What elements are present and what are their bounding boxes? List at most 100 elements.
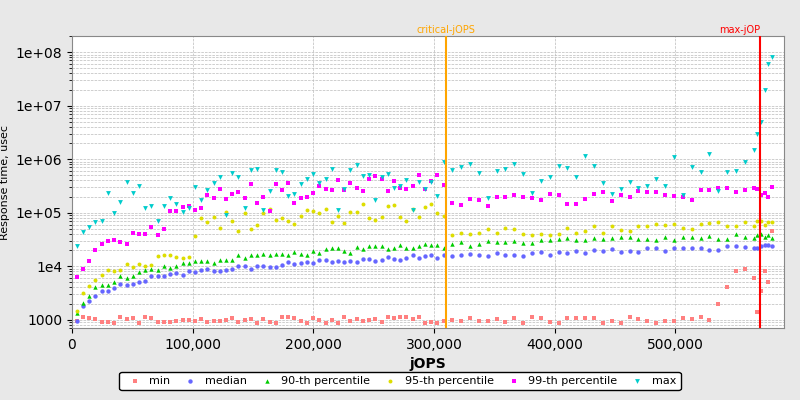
95-th percentile xyxy=(508,225,521,232)
99-th percentile xyxy=(394,185,406,192)
95-th percentile xyxy=(338,220,350,226)
max xyxy=(667,154,680,160)
90-th percentile xyxy=(145,266,158,272)
99-th percentile xyxy=(313,183,326,190)
max xyxy=(338,186,350,192)
median xyxy=(508,252,521,258)
max xyxy=(588,163,601,170)
95-th percentile xyxy=(534,231,547,238)
Text: critical-jOPS: critical-jOPS xyxy=(417,24,475,34)
min xyxy=(677,315,690,321)
90-th percentile xyxy=(313,250,326,257)
median xyxy=(369,258,382,264)
min xyxy=(508,314,521,321)
max xyxy=(331,207,344,213)
90-th percentile xyxy=(207,260,220,266)
95-th percentile xyxy=(751,218,764,224)
99-th percentile xyxy=(747,184,760,191)
max xyxy=(350,162,363,168)
min xyxy=(754,287,767,294)
max xyxy=(413,179,426,185)
max xyxy=(454,164,467,170)
95-th percentile xyxy=(517,231,530,237)
median xyxy=(282,259,294,265)
min xyxy=(114,314,126,320)
median xyxy=(534,249,547,255)
99-th percentile xyxy=(418,186,431,192)
median xyxy=(463,251,476,258)
90-th percentile xyxy=(375,243,388,249)
90-th percentile xyxy=(482,238,494,244)
min xyxy=(182,317,195,323)
95-th percentile xyxy=(288,221,301,227)
median xyxy=(394,256,406,263)
99-th percentile xyxy=(139,230,152,237)
min xyxy=(703,317,716,323)
max xyxy=(394,182,406,189)
median xyxy=(425,252,438,258)
max xyxy=(534,178,547,184)
min xyxy=(95,319,108,326)
median xyxy=(406,252,419,258)
median xyxy=(526,249,538,256)
95-th percentile xyxy=(730,223,742,229)
90-th percentile xyxy=(83,292,96,299)
90-th percentile xyxy=(387,245,400,251)
99-th percentile xyxy=(319,186,332,192)
min xyxy=(139,314,152,320)
95-th percentile xyxy=(238,210,251,216)
95-th percentile xyxy=(220,209,233,216)
95-th percentile xyxy=(201,219,214,226)
max xyxy=(126,190,139,197)
99-th percentile xyxy=(77,266,90,272)
max xyxy=(766,54,778,60)
95-th percentile xyxy=(418,204,431,210)
max xyxy=(758,86,771,93)
median xyxy=(176,272,189,278)
90-th percentile xyxy=(176,260,189,266)
max xyxy=(139,205,152,212)
min xyxy=(226,315,238,321)
median xyxy=(490,250,503,256)
max xyxy=(270,167,282,174)
90-th percentile xyxy=(288,249,301,255)
90-th percentile xyxy=(77,300,90,306)
max xyxy=(721,168,734,175)
90-th percentile xyxy=(95,281,108,288)
95-th percentile xyxy=(406,206,419,212)
95-th percentile xyxy=(95,272,108,278)
95-th percentile xyxy=(446,232,458,238)
median xyxy=(245,266,258,272)
min xyxy=(126,315,139,322)
95-th percentile xyxy=(482,226,494,232)
max xyxy=(288,191,301,197)
99-th percentile xyxy=(357,188,370,194)
median xyxy=(751,245,764,251)
99-th percentile xyxy=(282,180,294,186)
min xyxy=(730,268,742,274)
max xyxy=(552,162,565,169)
min xyxy=(108,320,121,326)
max xyxy=(319,176,332,182)
95-th percentile xyxy=(313,210,326,216)
95-th percentile xyxy=(472,230,485,236)
90-th percentile xyxy=(758,234,771,240)
90-th percentile xyxy=(413,243,426,249)
median xyxy=(499,252,512,258)
99-th percentile xyxy=(579,196,592,202)
90-th percentile xyxy=(70,310,83,316)
90-th percentile xyxy=(326,245,338,252)
max xyxy=(406,207,419,213)
min xyxy=(133,320,146,326)
min xyxy=(232,319,245,325)
median xyxy=(418,253,431,259)
max xyxy=(226,170,238,176)
min xyxy=(331,320,344,326)
median xyxy=(588,247,601,254)
max xyxy=(276,168,289,175)
max xyxy=(77,229,90,235)
min xyxy=(454,318,467,324)
max xyxy=(751,130,764,137)
90-th percentile xyxy=(170,263,182,270)
90-th percentile xyxy=(301,252,314,258)
